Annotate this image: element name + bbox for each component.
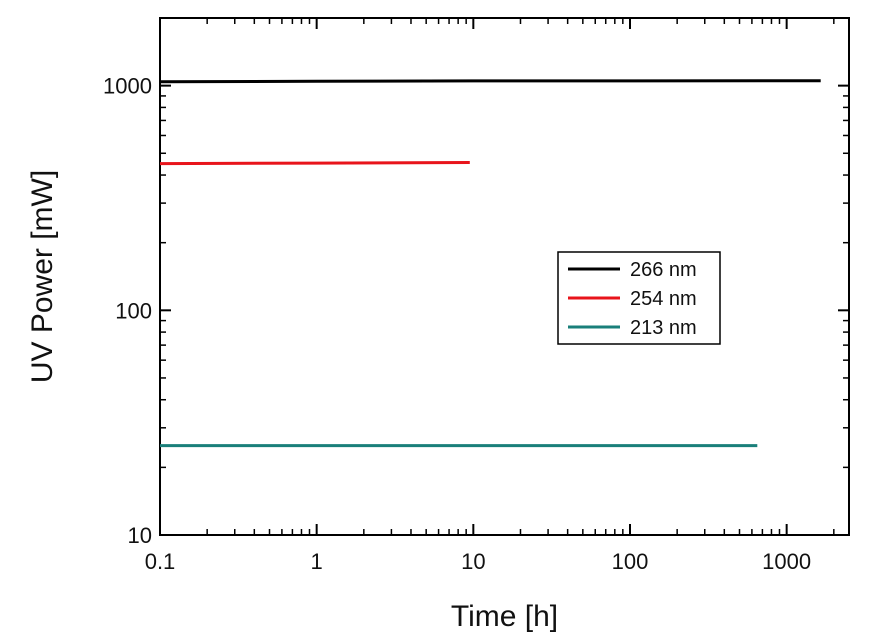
minor-ticks — [160, 18, 849, 535]
legend-label: 213 nm — [630, 317, 697, 339]
series-lines — [159, 79, 821, 448]
x-axis-title: Time [h] — [451, 600, 558, 633]
axes-frame — [159, 17, 850, 536]
y-axis-title: UV Power [mW] — [26, 170, 59, 383]
y-tick-label: 10 — [128, 523, 152, 548]
x-tick-label: 100 — [612, 549, 649, 574]
legend-label: 254 nm — [630, 288, 697, 310]
x-tick-label: 1000 — [762, 549, 811, 574]
series-line-266-nm — [159, 79, 821, 84]
legend: 266 nm 254 nm 213 nm — [557, 251, 721, 345]
x-tick-label: 1 — [311, 549, 323, 574]
major-ticks — [159, 18, 849, 536]
legend-label: 266 nm — [630, 259, 697, 281]
y-tick-label: 1000 — [103, 74, 152, 99]
plot-frame — [159, 17, 850, 536]
tick-labels: 0.1 1 10 100 1000 10 100 1000 — [103, 74, 811, 574]
series-line-254-nm — [159, 161, 470, 166]
x-tick-label: 10 — [461, 549, 485, 574]
x-tick-label: 0.1 — [145, 549, 176, 574]
legend-box — [557, 251, 721, 345]
y-tick-label: 100 — [115, 298, 152, 323]
